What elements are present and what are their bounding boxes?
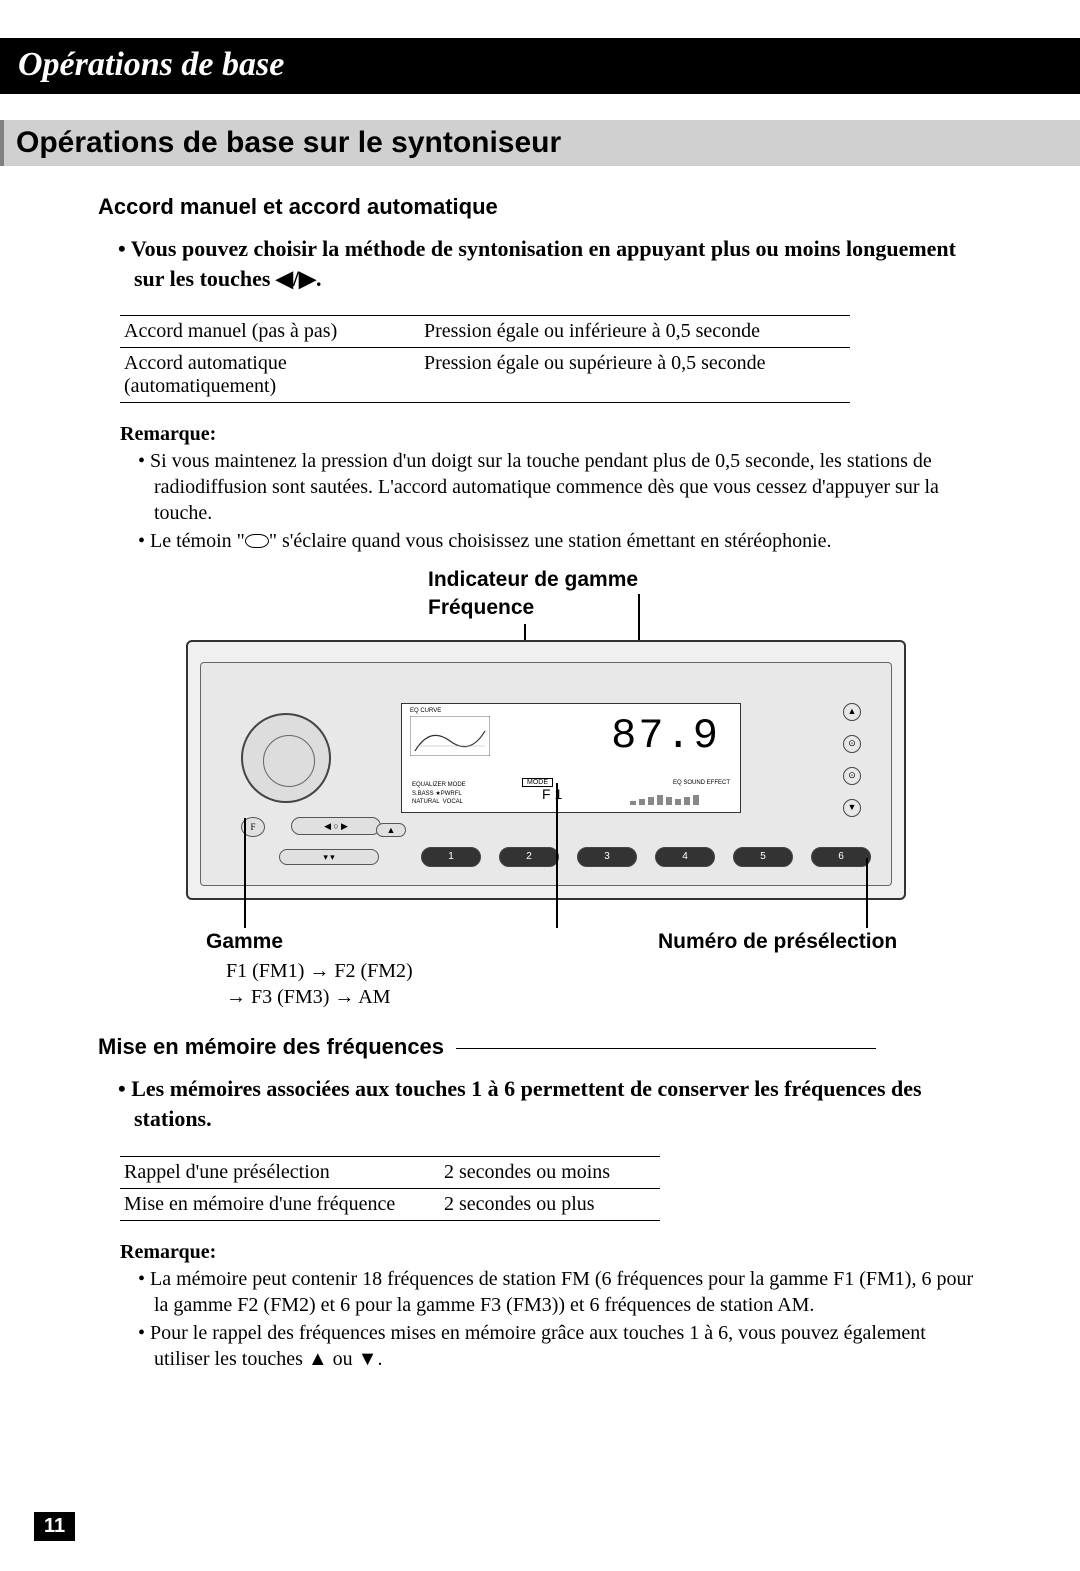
memory-action-cell: Mise en mémoire d'une fréquence — [120, 1188, 440, 1220]
radio-diagram-wrapper: Indicateur de gamme Fréquence EQ CURVE 8… — [98, 568, 982, 1028]
memory-table: Rappel d'une présélection 2 secondes ou … — [120, 1156, 660, 1221]
memory-duration-cell: 2 secondes ou plus — [440, 1188, 660, 1220]
preset-row: 1 2 3 4 5 6 — [421, 847, 871, 867]
preset-4: 4 — [655, 847, 715, 867]
tuning-heading: Accord manuel et accord automatique — [98, 194, 982, 220]
dot-button-1: ⊙ — [843, 735, 861, 753]
eject-button: ▲ — [376, 823, 406, 837]
stereo-icon — [245, 534, 269, 548]
remark-item: Le témoin "" s'éclaire quand vous choisi… — [154, 528, 982, 554]
table-row: Mise en mémoire d'une fréquence 2 second… — [120, 1188, 660, 1220]
tuning-press-cell: Pression égale ou supérieure à 0,5 secon… — [420, 348, 850, 403]
band-seq-line2: → F3 (FM3) → AM — [226, 984, 413, 1010]
chapter-header: Opérations de base — [0, 38, 1080, 94]
page-number: 11 — [34, 1512, 75, 1541]
up-button: ▲ — [843, 703, 861, 721]
chapter-title: Opérations de base — [18, 46, 284, 83]
leader-line — [556, 783, 558, 928]
memory-heading: Mise en mémoire des fréquences — [98, 1034, 982, 1060]
volume-dial — [241, 713, 331, 803]
heading-rule — [456, 1048, 876, 1049]
leader-line — [244, 818, 246, 928]
table-row: Rappel d'une présélection 2 secondes ou … — [120, 1156, 660, 1188]
radio-unit: EQ CURVE 87.9 EQUALIZER MODE S.BASS ★PWR… — [186, 640, 906, 900]
tuning-table: Accord manuel (pas à pas) Pression égale… — [120, 315, 850, 403]
preset-6: 6 — [811, 847, 871, 867]
remark-item: La mémoire peut contenir 18 fréquences d… — [154, 1266, 982, 1318]
radio-inner: EQ CURVE 87.9 EQUALIZER MODE S.BASS ★PWR… — [200, 662, 892, 886]
band-sequence: F1 (FM1) → F2 (FM2) → F3 (FM3) → AM — [226, 958, 413, 1010]
label-band-indicator: Indicateur de gamme — [428, 568, 638, 592]
display-screen: EQ CURVE 87.9 EQUALIZER MODE S.BASS ★PWR… — [401, 703, 741, 813]
frequency-display: 87.9 — [611, 712, 720, 760]
tuning-press-cell: Pression égale ou inférieure à 0,5 secon… — [420, 316, 850, 348]
tuning-mode-cell: Accord manuel (pas à pas) — [120, 316, 420, 348]
memory-action-cell: Rappel d'une présélection — [120, 1156, 440, 1188]
side-buttons: ▲ ⊙ ⊙ ▼ — [843, 703, 861, 817]
memory-duration-cell: 2 secondes ou moins — [440, 1156, 660, 1188]
table-row: Accord manuel (pas à pas) Pression égale… — [120, 316, 850, 348]
preset-5: 5 — [733, 847, 793, 867]
preset-2: 2 — [499, 847, 559, 867]
section-title-bar: Opérations de base sur le syntoniseur — [0, 120, 1080, 166]
sound-effect-label: EQ SOUND EFFECT — [673, 780, 730, 786]
audio-button: ▾ ▾ — [279, 849, 379, 865]
dot-button-2: ⊙ — [843, 767, 861, 785]
remark-item: Si vous maintenez la pression d'un doigt… — [154, 448, 982, 526]
screen-mode-labels: EQUALIZER MODE S.BASS ★PWRFL NATURAL VOC… — [412, 781, 466, 806]
label-preset: Numéro de présélection — [658, 930, 897, 954]
leader-line — [866, 858, 868, 928]
tuning-mode-cell: Accord automatique (automatiquement) — [120, 348, 420, 403]
section-title: Opérations de base sur le syntoniseur — [16, 126, 561, 159]
level-bars — [630, 792, 710, 804]
nav-buttons: ◀ ○ ▶ — [291, 817, 381, 835]
down-button: ▼ — [843, 799, 861, 817]
mode-label: MODE — [522, 779, 553, 786]
band-preset-display: F 1 — [542, 786, 562, 802]
label-band: Gamme — [206, 930, 283, 954]
table-row: Accord automatique (automatiquement) Pre… — [120, 348, 850, 403]
label-frequency: Fréquence — [428, 596, 534, 620]
eq-curve-icon — [410, 716, 490, 756]
preset-3: 3 — [577, 847, 637, 867]
content-area: Accord manuel et accord automatique Vous… — [0, 194, 1080, 1372]
tuning-intro: Vous pouvez choisir la méthode de synton… — [98, 234, 982, 293]
eq-curve-label: EQ CURVE — [410, 708, 441, 714]
band-seq-line1: F1 (FM1) → F2 (FM2) — [226, 958, 413, 984]
remark-label: Remarque: — [120, 1241, 982, 1264]
memory-intro: Les mémoires associées aux touches 1 à 6… — [98, 1074, 982, 1133]
remark-label: Remarque: — [120, 423, 982, 446]
remark-item: Pour le rappel des fréquences mises en m… — [154, 1320, 982, 1372]
preset-1: 1 — [421, 847, 481, 867]
